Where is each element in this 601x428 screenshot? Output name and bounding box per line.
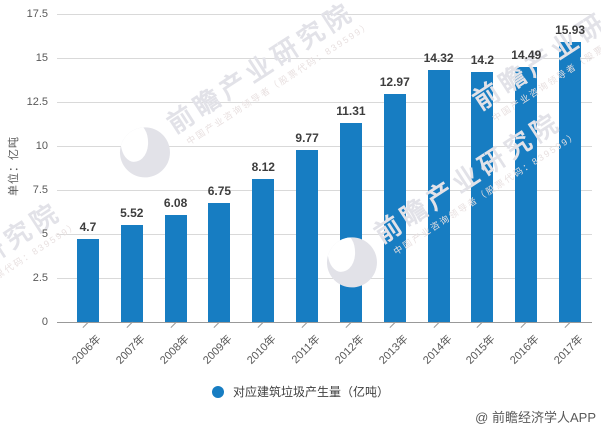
x-axis-line [57, 322, 592, 323]
bar[interactable] [515, 66, 538, 322]
bar[interactable] [471, 72, 494, 322]
y-gridline [57, 14, 592, 15]
bar[interactable] [164, 214, 187, 322]
legend[interactable]: 对应建筑垃圾产生量（亿吨） [0, 383, 601, 400]
y-gridline [57, 58, 592, 59]
bar[interactable] [76, 239, 99, 322]
bar[interactable] [383, 93, 406, 322]
y-gridline [57, 190, 592, 191]
bar[interactable] [559, 41, 582, 322]
bar[interactable] [296, 150, 319, 322]
bar[interactable] [427, 69, 450, 322]
y-gridline [57, 146, 592, 147]
legend-circle-icon [211, 385, 224, 398]
y-gridline [57, 102, 592, 103]
y-axis-title: 单位：亿吨 [8, 136, 20, 196]
bar[interactable] [339, 122, 362, 322]
bar[interactable] [120, 224, 143, 322]
legend-label: 对应建筑垃圾产生量（亿吨） [232, 385, 389, 399]
credit-text: @ 前瞻经济学人APP [475, 410, 596, 425]
bar[interactable] [252, 179, 275, 322]
bar[interactable] [208, 203, 231, 322]
